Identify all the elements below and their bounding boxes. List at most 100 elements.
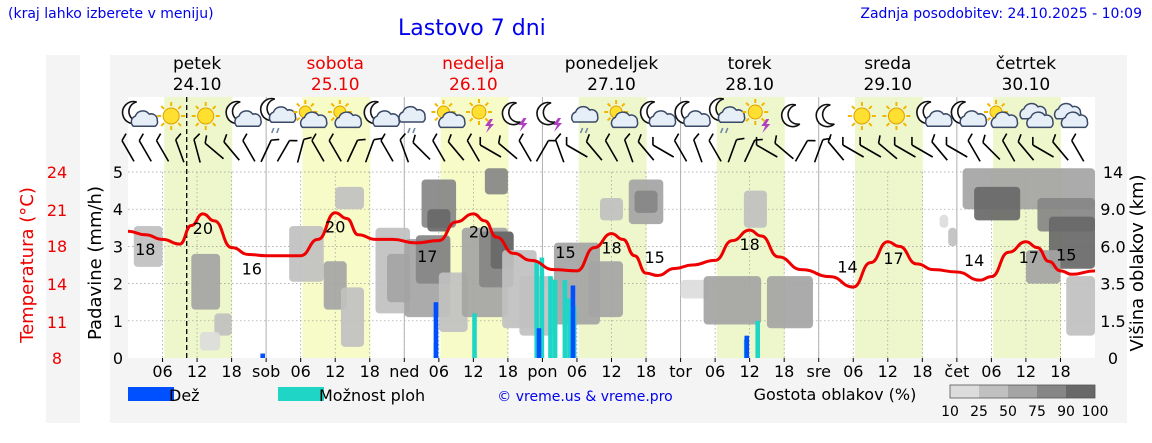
day-date-label: 30.10 <box>1002 75 1051 95</box>
sun-ray <box>212 122 217 127</box>
sun-ray <box>986 116 992 122</box>
storm-chance-bar <box>548 276 553 358</box>
sun-storm-icon <box>742 99 771 133</box>
wind-barb <box>982 134 1001 161</box>
wind-barb <box>447 133 465 161</box>
wind-barb <box>623 133 634 163</box>
legend-label: Dež <box>169 386 200 405</box>
cloud-cell <box>948 227 957 247</box>
x-tick-label: sob <box>252 362 280 381</box>
cloud-cell <box>199 331 221 351</box>
wind-barb-feather <box>121 133 127 142</box>
cloud-density-title: Gostota oblakov (%) <box>754 385 917 404</box>
x-tick-label: 12 <box>1016 362 1036 381</box>
cloud-shape <box>372 110 401 127</box>
cloud-height-tick-label: 14 <box>1103 163 1123 182</box>
wind-barb <box>479 136 502 158</box>
wind-barb-shaft <box>878 142 898 160</box>
wind-barb-feather <box>373 137 382 141</box>
wind-barb <box>585 133 603 161</box>
cloud-height-tick-label: 3.5 <box>1100 275 1125 294</box>
wind-barb <box>827 133 845 161</box>
wind-barb-shaft <box>894 144 916 158</box>
wind-barb-feather <box>175 133 182 141</box>
wind-barb-shaft <box>756 144 778 158</box>
sun-icon <box>847 102 876 130</box>
cloud-cell <box>634 190 658 213</box>
wind-barb-shaft <box>380 140 394 162</box>
cloud-shape <box>990 111 1019 129</box>
rain-bar <box>570 285 576 358</box>
day-name-label: sreda <box>864 54 911 74</box>
sun-ray <box>1000 102 1006 108</box>
density-swatch <box>950 385 979 398</box>
cloud-cell <box>415 235 451 284</box>
wind-barb <box>554 133 565 163</box>
wind-barb <box>296 136 312 163</box>
sun-ray <box>330 116 335 122</box>
wind-barb <box>399 133 410 163</box>
temperature-value-label: 15 <box>555 243 575 262</box>
wind-barb-feather <box>1071 133 1077 142</box>
legend-swatch <box>278 387 324 401</box>
wind-barb-shaft <box>911 144 934 158</box>
cloud-cell <box>680 279 710 299</box>
rain-drop <box>276 127 280 134</box>
wind-barb <box>794 139 816 162</box>
temperature-tick-label: 21 <box>47 201 67 220</box>
wind-barb <box>893 136 916 158</box>
sun-ray <box>868 105 873 110</box>
wind-barb-feather <box>982 134 986 143</box>
cloud-cell <box>599 198 624 221</box>
cloud-cell <box>743 190 767 228</box>
page-title: Lastovo 7 dni <box>398 16 546 41</box>
moon-cloud-icon <box>639 100 677 127</box>
wind-barb-feather <box>271 138 280 141</box>
storm-chance-bar <box>472 313 477 358</box>
wind-barb-feather <box>223 133 228 143</box>
sun-cloud-icon <box>604 100 639 129</box>
day-date-label: 29.10 <box>863 75 912 95</box>
cloud-shape <box>924 110 953 127</box>
temperature-tick-label: 14 <box>47 275 67 294</box>
wind-barb-feather <box>859 136 861 146</box>
wind-barb-feather <box>303 136 312 141</box>
rain-drop <box>407 127 411 134</box>
wind-barb-feather <box>518 133 524 142</box>
storm-chance-bar <box>552 279 558 358</box>
sun-ray <box>160 105 165 110</box>
wind-barb-shaft <box>223 141 240 161</box>
wind-barb <box>497 135 518 160</box>
sun-ray <box>885 122 891 127</box>
x-tick-label: 12 <box>601 362 621 381</box>
day-date-label: 25.10 <box>311 75 360 95</box>
temperature-value-label: 17 <box>417 247 437 266</box>
wind-barb-feather <box>328 133 334 142</box>
precip-tick-label: 2 <box>113 275 123 294</box>
cloud-cell <box>1025 250 1061 284</box>
temperature-tick-label: 8 <box>52 349 62 368</box>
density-swatch <box>979 385 1008 398</box>
temperature-value-label: 15 <box>644 248 664 267</box>
sun-ray <box>760 117 766 122</box>
wind-barb-shaft <box>399 139 410 163</box>
wind-barb-feather <box>447 133 452 143</box>
sun-ray <box>851 105 856 110</box>
wind-barb-feather <box>807 139 816 142</box>
x-tick-label: 12 <box>878 362 898 381</box>
wind-barb-shaft <box>466 140 481 162</box>
wind-barb-feather <box>193 133 201 140</box>
wind-barb-feather <box>673 133 680 142</box>
sun-ray <box>330 102 335 108</box>
wind-barb <box>260 138 280 163</box>
sun-ray <box>484 117 489 122</box>
wind-barb-feather <box>565 136 568 146</box>
temperature-line <box>127 211 1096 289</box>
wind-barb-feather <box>877 135 881 144</box>
sun-disc <box>747 104 763 120</box>
sun-ray <box>868 122 873 127</box>
moon-cloud-icon <box>950 100 988 127</box>
wind-barb-feather <box>1032 136 1034 146</box>
sun-ray <box>760 102 766 107</box>
day-date-label: 26.10 <box>449 75 498 95</box>
